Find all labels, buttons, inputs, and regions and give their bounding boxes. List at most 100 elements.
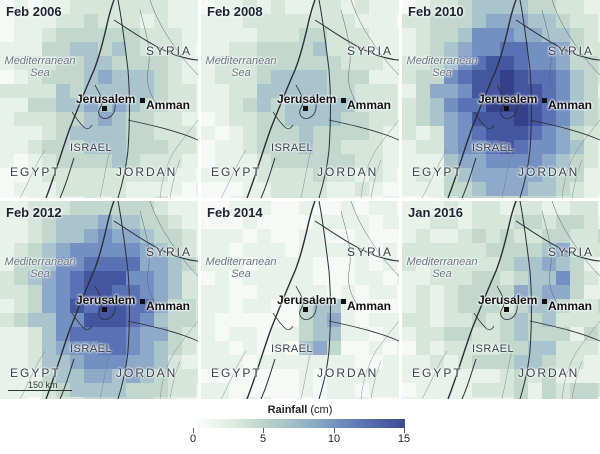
rainfall-cell: [14, 70, 29, 85]
rainfall-cell: [168, 257, 183, 272]
rainfall-cell: [397, 229, 399, 244]
jerusalem-marker: [504, 106, 509, 111]
coastline: [447, 201, 517, 399]
rainfall-cell: [84, 201, 99, 216]
label-egypt: EGYPT: [412, 366, 463, 380]
rainfall-cell: [243, 355, 258, 370]
rainfall-cell: [201, 257, 216, 272]
rainfall-cell: [42, 271, 57, 286]
rainfall-cell: [355, 14, 370, 29]
rainfall-cell: [243, 98, 258, 113]
rainfall-cell: [500, 313, 515, 328]
rainfall-cell: [28, 313, 43, 328]
rainfall-cell: [313, 285, 328, 300]
rainfall-cell: [112, 327, 127, 342]
road-line: [501, 350, 513, 399]
rainfall-cell: [84, 215, 99, 230]
rainfall-cell: [154, 140, 169, 155]
rainfall-cell: [140, 355, 155, 370]
rainfall-cell: [528, 355, 543, 370]
rainfall-cell: [598, 98, 600, 113]
rainfall-cell: [42, 215, 57, 230]
rainfall-cell: [514, 196, 529, 198]
border-jordan-valley: [117, 201, 130, 399]
rainfall-cell: [215, 126, 230, 141]
rainfall-cell: [28, 196, 43, 198]
rainfall-cell: [584, 0, 599, 15]
legend-tick-mark: [404, 428, 405, 433]
rainfall-cell: [126, 126, 141, 141]
rainfall-cell: [154, 42, 169, 57]
rainfall-cell: [528, 126, 543, 141]
rainfall-cell: [486, 369, 501, 384]
rainfall-cell: [14, 112, 29, 127]
rainfall-cell: [341, 168, 356, 183]
rainfall-cell: [70, 285, 85, 300]
rainfall-cell: [584, 271, 599, 286]
rainfall-cell: [570, 154, 585, 169]
rainfall-cell: [243, 313, 258, 328]
rainfall-cell: [0, 215, 15, 230]
rainfall-cell: [56, 28, 71, 43]
west-bank-outline: [295, 84, 317, 119]
rainfall-cell: [397, 70, 399, 85]
rainfall-cell: [271, 397, 286, 399]
rainfall-cell: [126, 28, 141, 43]
rainfall-cell: [182, 271, 197, 286]
rainfall-cell: [556, 285, 571, 300]
rainfall-cell: [542, 243, 557, 258]
rainfall-cell: [229, 327, 244, 342]
rainfall-cell: [285, 112, 300, 127]
rainfall-cell: [598, 201, 600, 216]
rainfall-cell: [584, 168, 599, 183]
rainfall-cell: [383, 271, 398, 286]
rainfall-cell: [444, 215, 459, 230]
label-amman: Amman: [548, 299, 593, 313]
rainfall-cell: [112, 383, 127, 398]
rainfall-cell: [42, 299, 57, 314]
rainfall-cell: [458, 257, 473, 272]
rainfall-cell: [14, 98, 29, 113]
rainfall-cell: [500, 70, 515, 85]
rainfall-cell: [196, 154, 198, 169]
rainfall-cell: [0, 112, 15, 127]
rainfall-cell: [472, 369, 487, 384]
rainfall-cell: [112, 271, 127, 286]
label-jerusalem: Jerusalem: [277, 293, 337, 307]
rainfall-cell: [355, 299, 370, 314]
label-jordan: JORDAN: [317, 366, 379, 380]
rainfall-cell: [112, 196, 127, 198]
rainfall-cell: [257, 42, 272, 57]
rainfall-cell: [444, 112, 459, 127]
rainfall-cell: [42, 14, 57, 29]
rainfall-cell: [126, 397, 141, 399]
rainfall-cell: [140, 126, 155, 141]
amman-marker: [341, 98, 346, 103]
rainfall-cell: [369, 327, 384, 342]
jerusalem-marker: [102, 307, 107, 312]
rainfall-cell: [500, 196, 515, 198]
rainfall-cell: [56, 215, 71, 230]
rainfall-cell: [154, 271, 169, 286]
rainfall-cell: [215, 355, 230, 370]
rainfall-cell: [500, 140, 515, 155]
rainfall-cell: [271, 341, 286, 356]
label-syria: SYRIA: [347, 245, 394, 259]
rainfall-cell: [257, 271, 272, 286]
rainfall-cell: [168, 196, 183, 198]
label-mediterranean-sea: Mediterranean Sea: [205, 256, 277, 280]
rainfall-cell: [168, 14, 183, 29]
rainfall-cell: [257, 313, 272, 328]
rainfall-cell: [584, 84, 599, 99]
rainfall-cell: [528, 70, 543, 85]
border-jordan-east: [127, 320, 198, 342]
rainfall-cell: [126, 355, 141, 370]
rainfall-cell: [201, 383, 216, 398]
rainfall-cell: [444, 313, 459, 328]
rainfall-cell: [514, 70, 529, 85]
rainfall-cell: [472, 271, 487, 286]
rainfall-cell: [285, 98, 300, 113]
rainfall-cell: [369, 397, 384, 399]
rainfall-cell: [98, 327, 113, 342]
rainfall-cell: [402, 243, 417, 258]
